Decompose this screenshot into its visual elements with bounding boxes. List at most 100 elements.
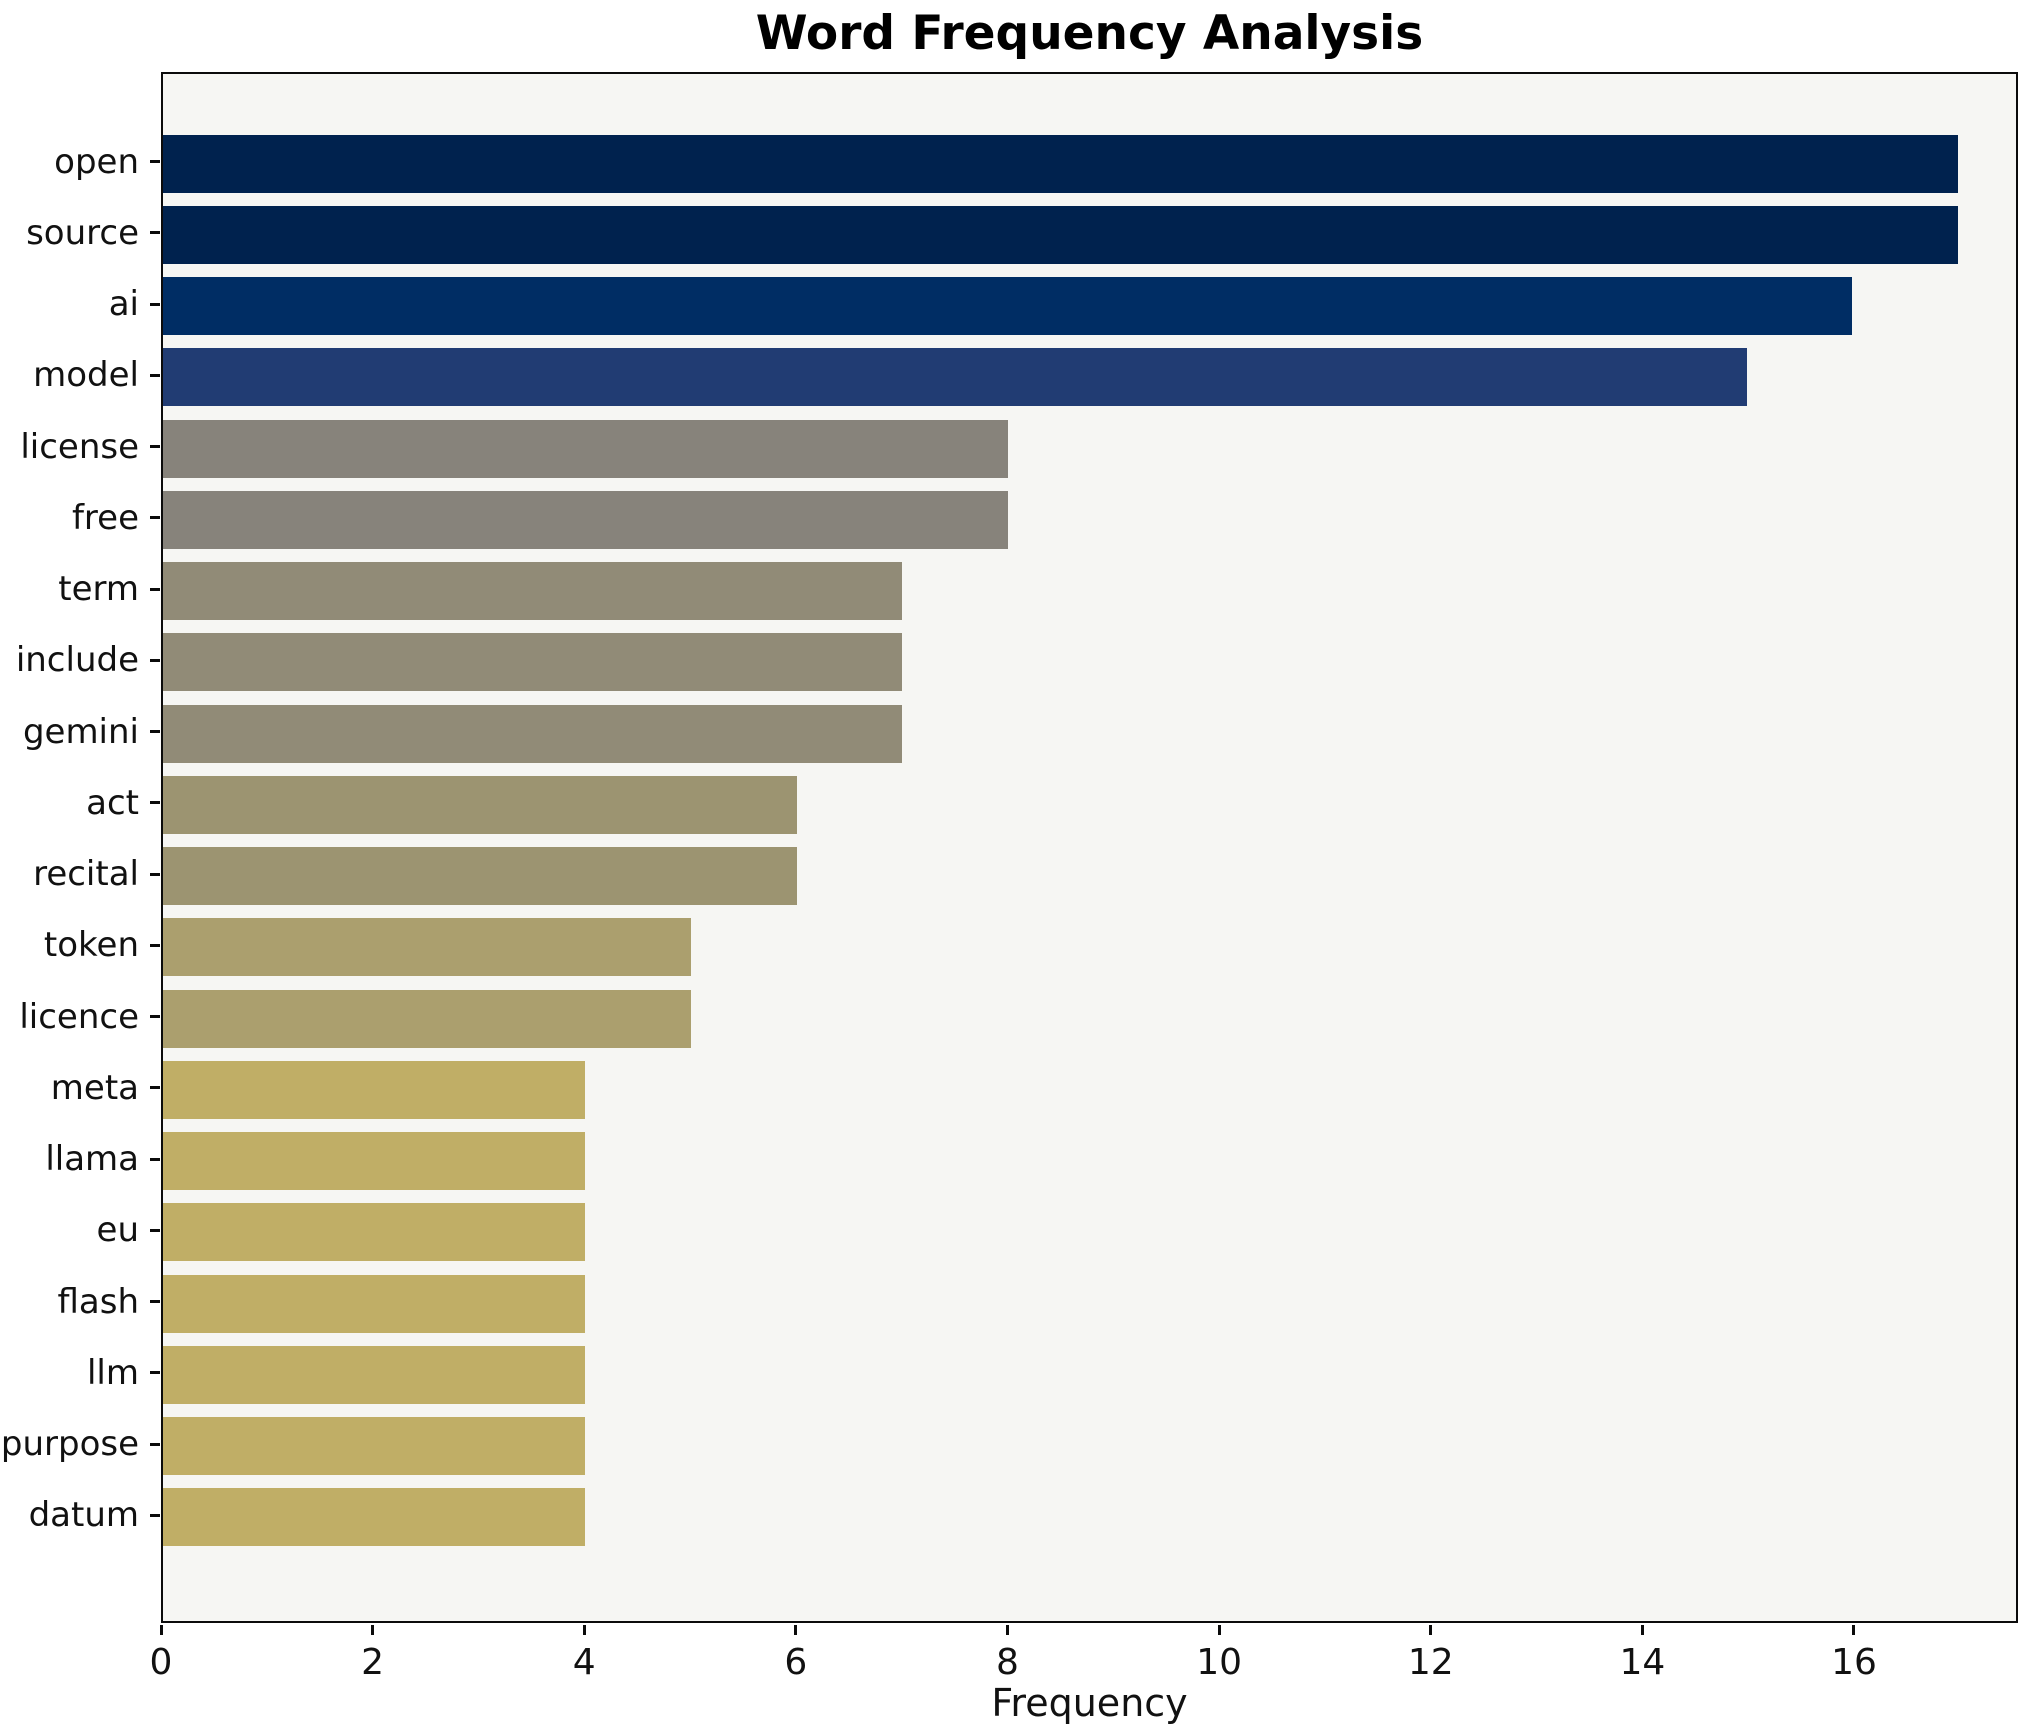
y-tick-label: llama <box>45 1139 139 1180</box>
bar-row <box>163 918 2016 977</box>
y-tick-mark <box>150 1228 160 1232</box>
bar-row <box>163 348 2016 407</box>
y-tick-label: act <box>86 782 139 823</box>
bar-row <box>163 419 2016 478</box>
x-tick-label: 0 <box>149 1642 173 1683</box>
y-tick-label: free <box>71 497 139 538</box>
y-tick-mark <box>150 1371 160 1375</box>
y-tick-label: term <box>58 569 139 610</box>
y-tick-label: gemini <box>22 711 139 752</box>
y-tick-label: open <box>54 141 139 182</box>
y-tick-mark <box>150 1442 160 1446</box>
bar-row <box>163 1417 2016 1476</box>
y-tick-mark <box>150 872 160 876</box>
x-tick-label: 2 <box>361 1642 385 1683</box>
bar-row <box>163 562 2016 621</box>
y-tick-mark <box>150 516 160 520</box>
y-tick-mark <box>150 1157 160 1161</box>
x-tick-label: 8 <box>996 1642 1019 1683</box>
bar-llm <box>163 1345 586 1404</box>
bar-row <box>163 847 2016 906</box>
y-tick-label: include <box>15 640 139 681</box>
x-tick-mark <box>1005 1625 1009 1635</box>
x-tick-mark <box>1217 1625 1221 1635</box>
bar-row <box>163 704 2016 763</box>
bar-token <box>163 918 691 977</box>
bar-gemini <box>163 704 903 763</box>
y-tick-mark <box>150 587 160 591</box>
chart-title: Word Frequency Analysis <box>755 6 1424 61</box>
bar-act <box>163 775 797 834</box>
y-tick-mark <box>150 658 160 662</box>
y-tick-mark <box>150 160 160 164</box>
bar-llama <box>163 1132 586 1191</box>
bar-flash <box>163 1274 586 1333</box>
y-tick-mark <box>150 373 160 377</box>
bar-datum <box>163 1488 586 1547</box>
bar-term <box>163 562 903 621</box>
y-tick-label: purpose <box>0 1424 139 1465</box>
y-tick-mark <box>150 302 160 306</box>
y-tick-label: ai <box>108 284 139 325</box>
x-tick-mark <box>1852 1625 1856 1635</box>
y-tick-label: source <box>26 212 139 253</box>
x-tick-mark <box>1429 1625 1433 1635</box>
y-tick-mark <box>150 943 160 947</box>
y-tick-label: llm <box>86 1352 139 1393</box>
bar-row <box>163 989 2016 1048</box>
bar-row <box>163 1345 2016 1404</box>
x-tick-mark <box>582 1625 586 1635</box>
bar-row <box>163 1203 2016 1262</box>
bar-row <box>163 633 2016 692</box>
bar-row <box>163 1488 2016 1547</box>
y-tick-label: license <box>20 426 139 467</box>
x-tick-label: 14 <box>1619 1642 1666 1683</box>
y-tick-label: model <box>33 355 139 396</box>
bar-row <box>163 277 2016 336</box>
y-tick-mark <box>150 1300 160 1304</box>
y-tick-mark <box>150 1015 160 1019</box>
bar-source <box>163 205 1958 264</box>
bar-recital <box>163 847 797 906</box>
bar-row <box>163 1060 2016 1119</box>
bar-row <box>163 490 2016 549</box>
bar-model <box>163 348 1747 407</box>
y-tick-label: datum <box>28 1495 139 1536</box>
bar-open <box>163 134 1958 193</box>
x-tick-label: 6 <box>784 1642 808 1683</box>
y-tick-mark <box>150 730 160 734</box>
x-tick-label: 4 <box>572 1642 596 1683</box>
y-tick-label: licence <box>19 996 139 1037</box>
x-tick-mark <box>371 1625 375 1635</box>
x-tick-label: 12 <box>1407 1642 1454 1683</box>
y-tick-label: token <box>43 925 139 966</box>
bar-license <box>163 419 1008 478</box>
bar-licence <box>163 989 691 1048</box>
plot-area <box>161 72 2018 1623</box>
bar-row <box>163 1132 2016 1191</box>
y-tick-label: flash <box>57 1281 139 1322</box>
y-tick-mark <box>150 801 160 805</box>
y-tick-mark <box>150 1086 160 1090</box>
y-tick-label: eu <box>96 1210 139 1251</box>
bar-include <box>163 633 903 692</box>
y-tick-label: meta <box>50 1067 139 1108</box>
x-tick-mark <box>159 1625 163 1635</box>
x-tick-label: 10 <box>1196 1642 1243 1683</box>
x-tick-mark <box>1640 1625 1644 1635</box>
bar-row <box>163 775 2016 834</box>
y-tick-label: recital <box>33 854 139 895</box>
bar-ai <box>163 277 1853 336</box>
bar-row <box>163 1274 2016 1333</box>
bar-purpose <box>163 1417 586 1476</box>
x-axis-title: Frequency <box>991 1681 1188 1725</box>
x-tick-label: 16 <box>1831 1642 1877 1683</box>
bar-meta <box>163 1060 586 1119</box>
bar-eu <box>163 1203 586 1262</box>
bar-row <box>163 205 2016 264</box>
y-tick-mark <box>150 1513 160 1517</box>
y-tick-mark <box>150 445 160 449</box>
bar-row <box>163 134 2016 193</box>
y-tick-mark <box>150 231 160 235</box>
